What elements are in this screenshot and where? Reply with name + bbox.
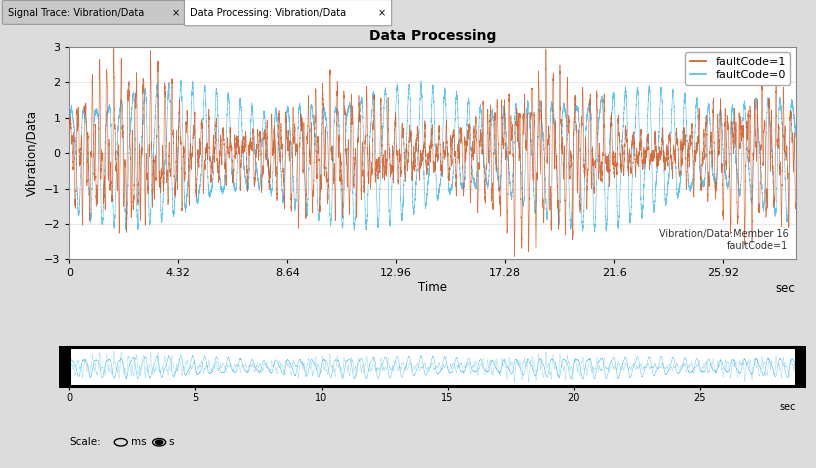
Text: ×: × bbox=[378, 8, 386, 18]
Text: ×: × bbox=[171, 8, 180, 18]
Bar bbox=[796, 345, 805, 388]
Text: Scale:: Scale: bbox=[69, 437, 101, 447]
Legend: faultCode=1, faultCode=0: faultCode=1, faultCode=0 bbox=[685, 52, 790, 85]
Text: Vibration/Data:Member 16
faultCode=1: Vibration/Data:Member 16 faultCode=1 bbox=[659, 229, 788, 251]
Text: ms: ms bbox=[131, 437, 146, 447]
Bar bbox=[60, 345, 69, 388]
Text: sec: sec bbox=[776, 282, 796, 295]
Title: Data Processing: Data Processing bbox=[369, 29, 496, 43]
Y-axis label: Vibration/Data: Vibration/Data bbox=[25, 110, 38, 196]
Text: Data Processing: Vibration/Data: Data Processing: Vibration/Data bbox=[190, 8, 346, 18]
Text: s: s bbox=[169, 437, 175, 447]
X-axis label: Time: Time bbox=[418, 281, 447, 294]
Text: sec: sec bbox=[779, 402, 796, 412]
Text: Signal Trace: Vibration/Data: Signal Trace: Vibration/Data bbox=[8, 8, 144, 18]
